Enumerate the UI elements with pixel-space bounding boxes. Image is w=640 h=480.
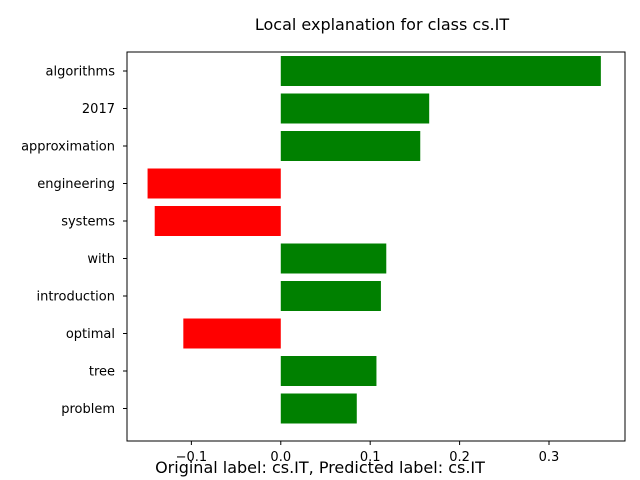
x-axis: −0.1 0.0 0.1 0.2 0.3 — [176, 441, 560, 465]
x-tick-label-4: 0.3 — [539, 450, 560, 465]
y-tick-label-algorithms: algorithms — [45, 65, 115, 80]
bar-problem — [280, 393, 357, 424]
bar-systems — [154, 206, 281, 236]
x-tick-label-1: 0.0 — [270, 450, 291, 465]
y-tick-label-with: with — [87, 252, 115, 267]
y-tick-label-2017: 2017 — [82, 102, 115, 117]
y-axis: algorithms 2017 approximation engineering sy… — [21, 65, 127, 417]
bar-algorithms — [280, 56, 601, 86]
x-tick-label-3: 0.2 — [449, 450, 470, 465]
bar-optimal — [183, 318, 281, 349]
caption: Original label: cs.IT, Predicted label: … — [155, 458, 485, 477]
bar-approximation — [280, 131, 421, 161]
plot-frame — [126, 51, 626, 442]
y-tick-label-introduction: introduction — [36, 290, 115, 305]
bar-tree — [280, 356, 377, 386]
chart-title: Local explanation for class cs.IT — [255, 15, 510, 34]
y-tick-label-tree: tree — [89, 365, 115, 380]
y-tick-label-problem: problem — [61, 402, 115, 417]
y-tick-label-engineering: engineering — [37, 177, 115, 192]
bar-2017 — [280, 93, 430, 124]
bars-group — [147, 56, 601, 424]
bar-engineering — [147, 168, 281, 199]
y-tick-label-approximation: approximation — [21, 140, 115, 155]
x-tick-label-2: 0.1 — [360, 450, 381, 465]
bar-with — [280, 243, 387, 274]
y-tick-label-systems: systems — [61, 215, 115, 230]
x-tick-label-0: −0.1 — [176, 450, 208, 465]
bar-introduction — [280, 281, 381, 311]
y-tick-label-optimal: optimal — [66, 327, 115, 342]
